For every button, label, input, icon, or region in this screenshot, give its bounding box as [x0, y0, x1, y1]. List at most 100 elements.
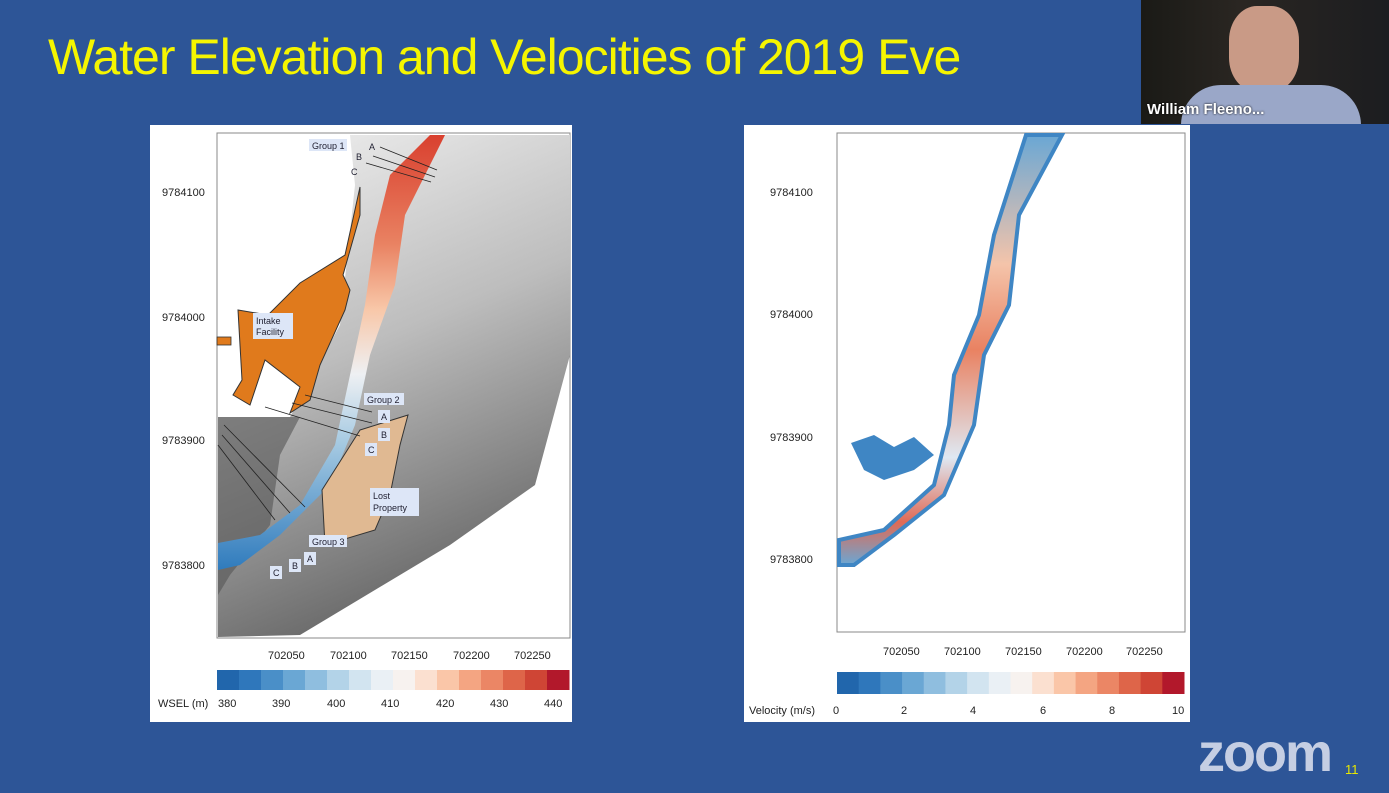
svg-text:A: A — [307, 554, 313, 564]
colorbar-segment — [261, 670, 284, 690]
map-labels: Group 1 A B C Group 2 A B C Group 3 A B … — [253, 139, 419, 579]
colorbar-segment — [349, 670, 372, 690]
svg-text:410: 410 — [381, 698, 399, 710]
colorbar-segment — [1162, 672, 1185, 694]
svg-text:380: 380 — [218, 698, 236, 710]
svg-text:9784000: 9784000 — [770, 309, 813, 321]
colorbar-segment — [371, 670, 394, 690]
colorbar-segment — [503, 670, 526, 690]
colorbar-label: Velocity (m/s) — [749, 705, 815, 717]
svg-text:702050: 702050 — [883, 646, 920, 658]
svg-text:Group 3: Group 3 — [312, 537, 345, 547]
svg-text:A: A — [369, 142, 375, 152]
colorbar-ticks: 0 2 4 6 8 10 — [833, 705, 1184, 717]
colorbar-segment — [393, 670, 416, 690]
slide-number: 11 — [1345, 762, 1359, 777]
colorbar-segment — [858, 672, 881, 694]
colorbar-label: WSEL (m) — [158, 698, 208, 710]
velocity-field — [837, 133, 1066, 567]
svg-text:430: 430 — [490, 698, 508, 710]
wsel-map-panel: Group 1 A B C Group 2 A B C Group 3 A B … — [150, 125, 572, 722]
colorbar-segment — [525, 670, 548, 690]
svg-text:B: B — [381, 430, 387, 440]
colorbar-segment — [1140, 672, 1163, 694]
svg-text:Group 2: Group 2 — [367, 395, 400, 405]
slide-title: Water Elevation and Velocities of 2019 E… — [48, 29, 961, 85]
svg-text:Facility: Facility — [256, 327, 285, 337]
colorbar-segment — [967, 672, 990, 694]
colorbar-segment — [547, 670, 570, 690]
svg-text:C: C — [368, 445, 375, 455]
svg-text:702200: 702200 — [453, 650, 490, 662]
participant-video-tile[interactable]: William Fleeno... — [1141, 0, 1389, 124]
velocity-map: 9784100 9784000 9783900 9783800 702050 7… — [749, 132, 1186, 717]
participant-name: William Fleeno... — [1147, 101, 1265, 118]
svg-text:2: 2 — [901, 705, 907, 717]
participant-avatar — [1229, 6, 1299, 92]
colorbar-segment — [1118, 672, 1142, 694]
svg-text:Group 1: Group 1 — [312, 141, 345, 151]
svg-text:C: C — [273, 568, 280, 578]
svg-text:10: 10 — [1172, 705, 1184, 717]
svg-text:0: 0 — [833, 705, 839, 717]
svg-text:Intake: Intake — [256, 316, 281, 326]
zoom-watermark-logo: zoom — [1198, 723, 1333, 783]
svg-text:Lost: Lost — [373, 491, 391, 501]
cross-section-lines — [217, 146, 438, 521]
svg-text:440: 440 — [544, 698, 562, 710]
colorbar-ticks: 380 390 400 410 420 430 440 — [218, 698, 562, 710]
colorbar-segment — [437, 670, 460, 690]
svg-text:Property: Property — [373, 503, 408, 513]
svg-text:702150: 702150 — [391, 650, 428, 662]
colorbar-segment — [1010, 672, 1033, 694]
colorbar-segment — [1075, 672, 1098, 694]
svg-text:9784000: 9784000 — [162, 312, 205, 324]
svg-text:702050: 702050 — [268, 650, 305, 662]
colorbar-segment — [305, 670, 328, 690]
colorbar-segment — [1032, 672, 1055, 694]
colorbar-segment — [945, 672, 968, 694]
svg-text:6: 6 — [1040, 705, 1046, 717]
svg-text:702150: 702150 — [1005, 646, 1042, 658]
svg-text:8: 8 — [1109, 705, 1115, 717]
colorbar-segment — [988, 672, 1011, 694]
intake-facility-area — [232, 186, 361, 415]
x-axis-ticks: 702050 702100 702150 702200 702250 — [268, 650, 551, 662]
svg-text:9783800: 9783800 — [162, 560, 205, 572]
svg-text:B: B — [292, 561, 298, 571]
svg-text:A: A — [381, 412, 387, 422]
svg-text:702250: 702250 — [1126, 646, 1163, 658]
wsel-colorbar — [217, 670, 570, 690]
colorbar-segment — [239, 670, 262, 690]
wsel-map: Group 1 A B C Group 2 A B C Group 3 A B … — [158, 132, 571, 710]
colorbar-segment — [459, 670, 482, 690]
velocity-colorbar — [837, 672, 1185, 694]
colorbar-segment — [217, 670, 240, 690]
backwater-area — [851, 435, 934, 480]
y-axis-ticks: 9784100 9784000 9783900 9783800 — [770, 187, 813, 566]
svg-text:420: 420 — [436, 698, 454, 710]
colorbar-segment — [327, 670, 350, 690]
svg-text:4: 4 — [970, 705, 976, 717]
svg-text:9783800: 9783800 — [770, 554, 813, 566]
colorbar-segment — [1097, 672, 1120, 694]
colorbar-segment — [923, 672, 946, 694]
colorbar-segment — [837, 672, 860, 694]
svg-text:9783900: 9783900 — [770, 432, 813, 444]
velocity-map-panel: 9784100 9784000 9783900 9783800 702050 7… — [744, 125, 1190, 722]
terrain-surface — [218, 135, 570, 637]
svg-text:9784100: 9784100 — [770, 187, 813, 199]
x-axis-ticks: 702050 702100 702150 702200 702250 — [883, 646, 1163, 658]
colorbar-segment — [880, 672, 903, 694]
colorbar-segment — [283, 670, 306, 690]
svg-text:390: 390 — [272, 698, 290, 710]
svg-text:702100: 702100 — [330, 650, 367, 662]
colorbar-segment — [481, 670, 504, 690]
participant-shirt — [1181, 85, 1361, 124]
svg-text:702200: 702200 — [1066, 646, 1103, 658]
svg-text:9783900: 9783900 — [162, 435, 205, 447]
svg-text:400: 400 — [327, 698, 345, 710]
svg-text:702100: 702100 — [944, 646, 981, 658]
colorbar-segment — [415, 670, 438, 690]
river-channel — [218, 135, 445, 570]
